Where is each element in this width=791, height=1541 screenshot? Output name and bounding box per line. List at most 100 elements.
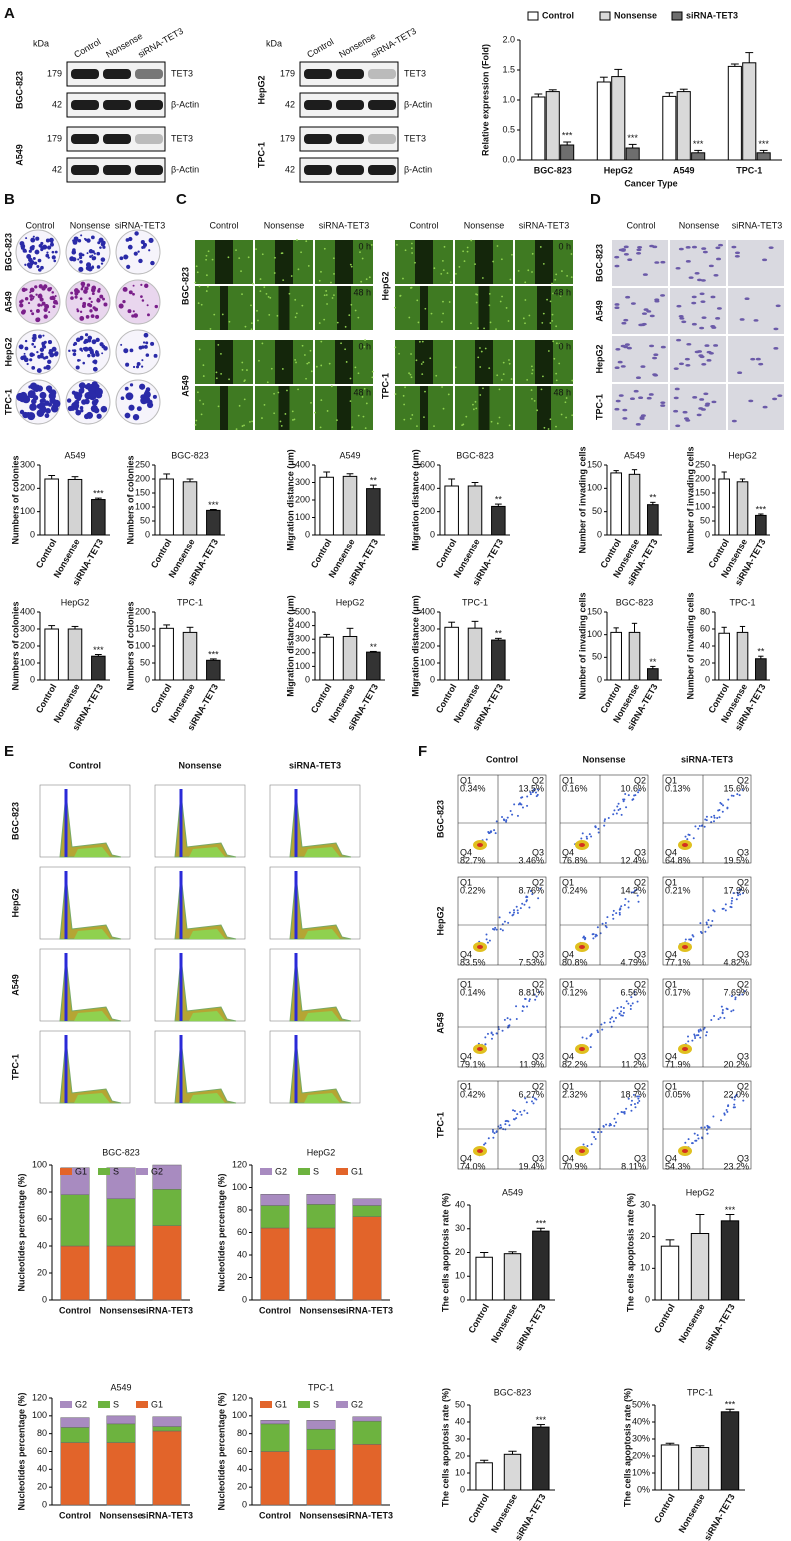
invading-cell (681, 320, 687, 324)
event-dot (620, 1111, 623, 1114)
event-dot (515, 1018, 518, 1021)
quadrant-name: Q2 (634, 979, 646, 989)
cell-speck (508, 424, 511, 427)
cell-speck (404, 249, 407, 252)
event-dot (488, 832, 491, 835)
colony (40, 355, 44, 359)
invading-cell (731, 419, 737, 423)
cell-speck (238, 404, 241, 407)
quadrant-value: 0.14% (460, 987, 486, 997)
event-dot (516, 814, 519, 817)
event-dot (713, 1015, 716, 1018)
colony (145, 341, 149, 345)
column-label: siRNA-TET3 (519, 220, 570, 230)
event-dot (586, 837, 589, 840)
cell-speck (349, 400, 352, 403)
colony (47, 340, 53, 345)
event-core (579, 945, 585, 949)
colony (138, 258, 143, 264)
x-tick-label: HepG2 (604, 165, 633, 175)
y-tick-label: 0 (145, 529, 150, 539)
event-dot (504, 1123, 507, 1126)
cell-speck (238, 257, 241, 259)
colony (31, 353, 35, 357)
colony (16, 392, 25, 402)
cell-speck (250, 304, 252, 307)
bar-segment (152, 1430, 182, 1506)
invading-cell (675, 424, 681, 428)
event-dot (700, 824, 703, 827)
x-tick-label: Control (59, 1510, 91, 1520)
event-dot (730, 899, 733, 902)
bar (690, 1233, 710, 1301)
colony (39, 347, 45, 352)
colony (81, 349, 84, 352)
y-tick-label: 100 (587, 483, 602, 493)
cell-speck (551, 282, 553, 285)
invading-cell (734, 251, 740, 255)
scratch-gap (220, 386, 228, 430)
event-dot (594, 825, 597, 828)
bar (503, 1253, 522, 1301)
event-dot (633, 794, 636, 797)
cell-speck (475, 407, 478, 410)
event-dot (697, 827, 700, 830)
cell-speck (240, 270, 242, 273)
panel-name: A549 (180, 375, 190, 397)
y-tick-label: 100 (20, 657, 35, 667)
cell-speck (465, 415, 468, 418)
invading-cell (750, 357, 756, 361)
cell-speck (466, 246, 469, 249)
invading-cell (675, 266, 681, 270)
colony (133, 313, 139, 318)
transwell-image (670, 336, 726, 382)
scatter-frame (457, 1080, 547, 1170)
significance: ** (370, 476, 378, 486)
event-dot (614, 1016, 617, 1019)
cell-speck (530, 365, 533, 368)
cell-speck (536, 409, 539, 412)
event-dot (720, 1119, 723, 1122)
invading-cell (715, 317, 721, 320)
row-label: TPC-1 (435, 1112, 445, 1138)
colony (92, 353, 95, 356)
scratch-gap (537, 386, 551, 430)
cell-speck (502, 361, 505, 364)
scratch-gap (535, 240, 553, 284)
y-tick-label: 100 (32, 1159, 47, 1169)
event-dot (584, 937, 587, 940)
y-tick-label: 120 (232, 1392, 247, 1402)
colony (36, 368, 42, 374)
cell-speck (307, 265, 310, 267)
cell-speck (560, 413, 563, 416)
bar (475, 1256, 493, 1301)
scratch-gap (335, 240, 353, 284)
cell-speck (549, 418, 552, 421)
colony (125, 238, 130, 242)
y-axis-label: Nucleotides percentage (%) (216, 1392, 226, 1510)
legend-label: siRNA-TET3 (686, 10, 738, 20)
legend-label: G1 (75, 1166, 87, 1176)
y-tick-label: 0 (705, 529, 710, 539)
cell-speck (292, 419, 294, 421)
event-dot (638, 1100, 641, 1103)
event-dot (741, 993, 744, 996)
colony (75, 337, 81, 343)
invading-cell (643, 308, 649, 311)
colony (33, 261, 38, 265)
cell-speck (371, 376, 374, 379)
event-dot (684, 835, 687, 838)
colony (29, 358, 33, 362)
event-dot (633, 990, 636, 993)
y-tick-label: 50 (140, 515, 150, 525)
event-dot (535, 791, 538, 794)
cell-speck (261, 253, 264, 256)
event-dot (694, 825, 697, 828)
colony (52, 305, 56, 309)
quadrant-name: Q2 (737, 1081, 749, 1091)
colony (129, 383, 134, 387)
bar-segment (260, 1420, 290, 1425)
cell-speck (202, 375, 205, 377)
quadrant-value: 0.05% (665, 1089, 691, 1099)
event-dot (707, 926, 710, 929)
